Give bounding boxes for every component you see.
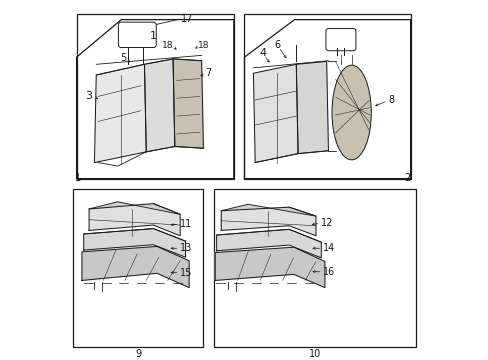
Polygon shape <box>221 207 315 236</box>
Polygon shape <box>89 204 180 236</box>
Text: 15: 15 <box>180 268 192 278</box>
Bar <box>77 14 233 179</box>
Polygon shape <box>216 229 321 258</box>
Text: 12: 12 <box>321 218 333 228</box>
Ellipse shape <box>331 65 370 160</box>
Text: 11: 11 <box>180 219 192 229</box>
Polygon shape <box>94 64 146 162</box>
Text: 2: 2 <box>404 173 410 183</box>
Polygon shape <box>173 59 203 148</box>
Text: 16: 16 <box>323 267 335 277</box>
Text: 1: 1 <box>150 31 157 41</box>
Text: 5: 5 <box>121 53 126 63</box>
Bar <box>244 14 410 179</box>
Text: 1: 1 <box>75 173 81 183</box>
FancyBboxPatch shape <box>325 28 355 51</box>
Polygon shape <box>77 20 233 179</box>
Polygon shape <box>89 202 180 214</box>
Text: 3: 3 <box>85 91 92 102</box>
Polygon shape <box>82 247 189 288</box>
Polygon shape <box>253 64 298 162</box>
Polygon shape <box>221 204 315 216</box>
Text: 13: 13 <box>180 243 192 253</box>
Polygon shape <box>83 229 185 257</box>
Text: 8: 8 <box>387 95 393 105</box>
Polygon shape <box>296 62 328 154</box>
Polygon shape <box>144 59 175 152</box>
Text: 10: 10 <box>308 349 320 359</box>
Polygon shape <box>215 247 324 288</box>
Text: 18: 18 <box>162 41 173 50</box>
Text: 18: 18 <box>197 41 209 50</box>
Text: 14: 14 <box>323 243 335 253</box>
Text: 17: 17 <box>181 14 193 24</box>
Text: 6: 6 <box>274 40 280 50</box>
Text: 7: 7 <box>205 68 211 78</box>
Bar <box>73 189 203 347</box>
FancyBboxPatch shape <box>118 22 156 48</box>
Text: 9: 9 <box>135 349 141 359</box>
Text: 4: 4 <box>259 48 266 58</box>
Polygon shape <box>244 20 410 179</box>
Bar <box>214 189 415 347</box>
